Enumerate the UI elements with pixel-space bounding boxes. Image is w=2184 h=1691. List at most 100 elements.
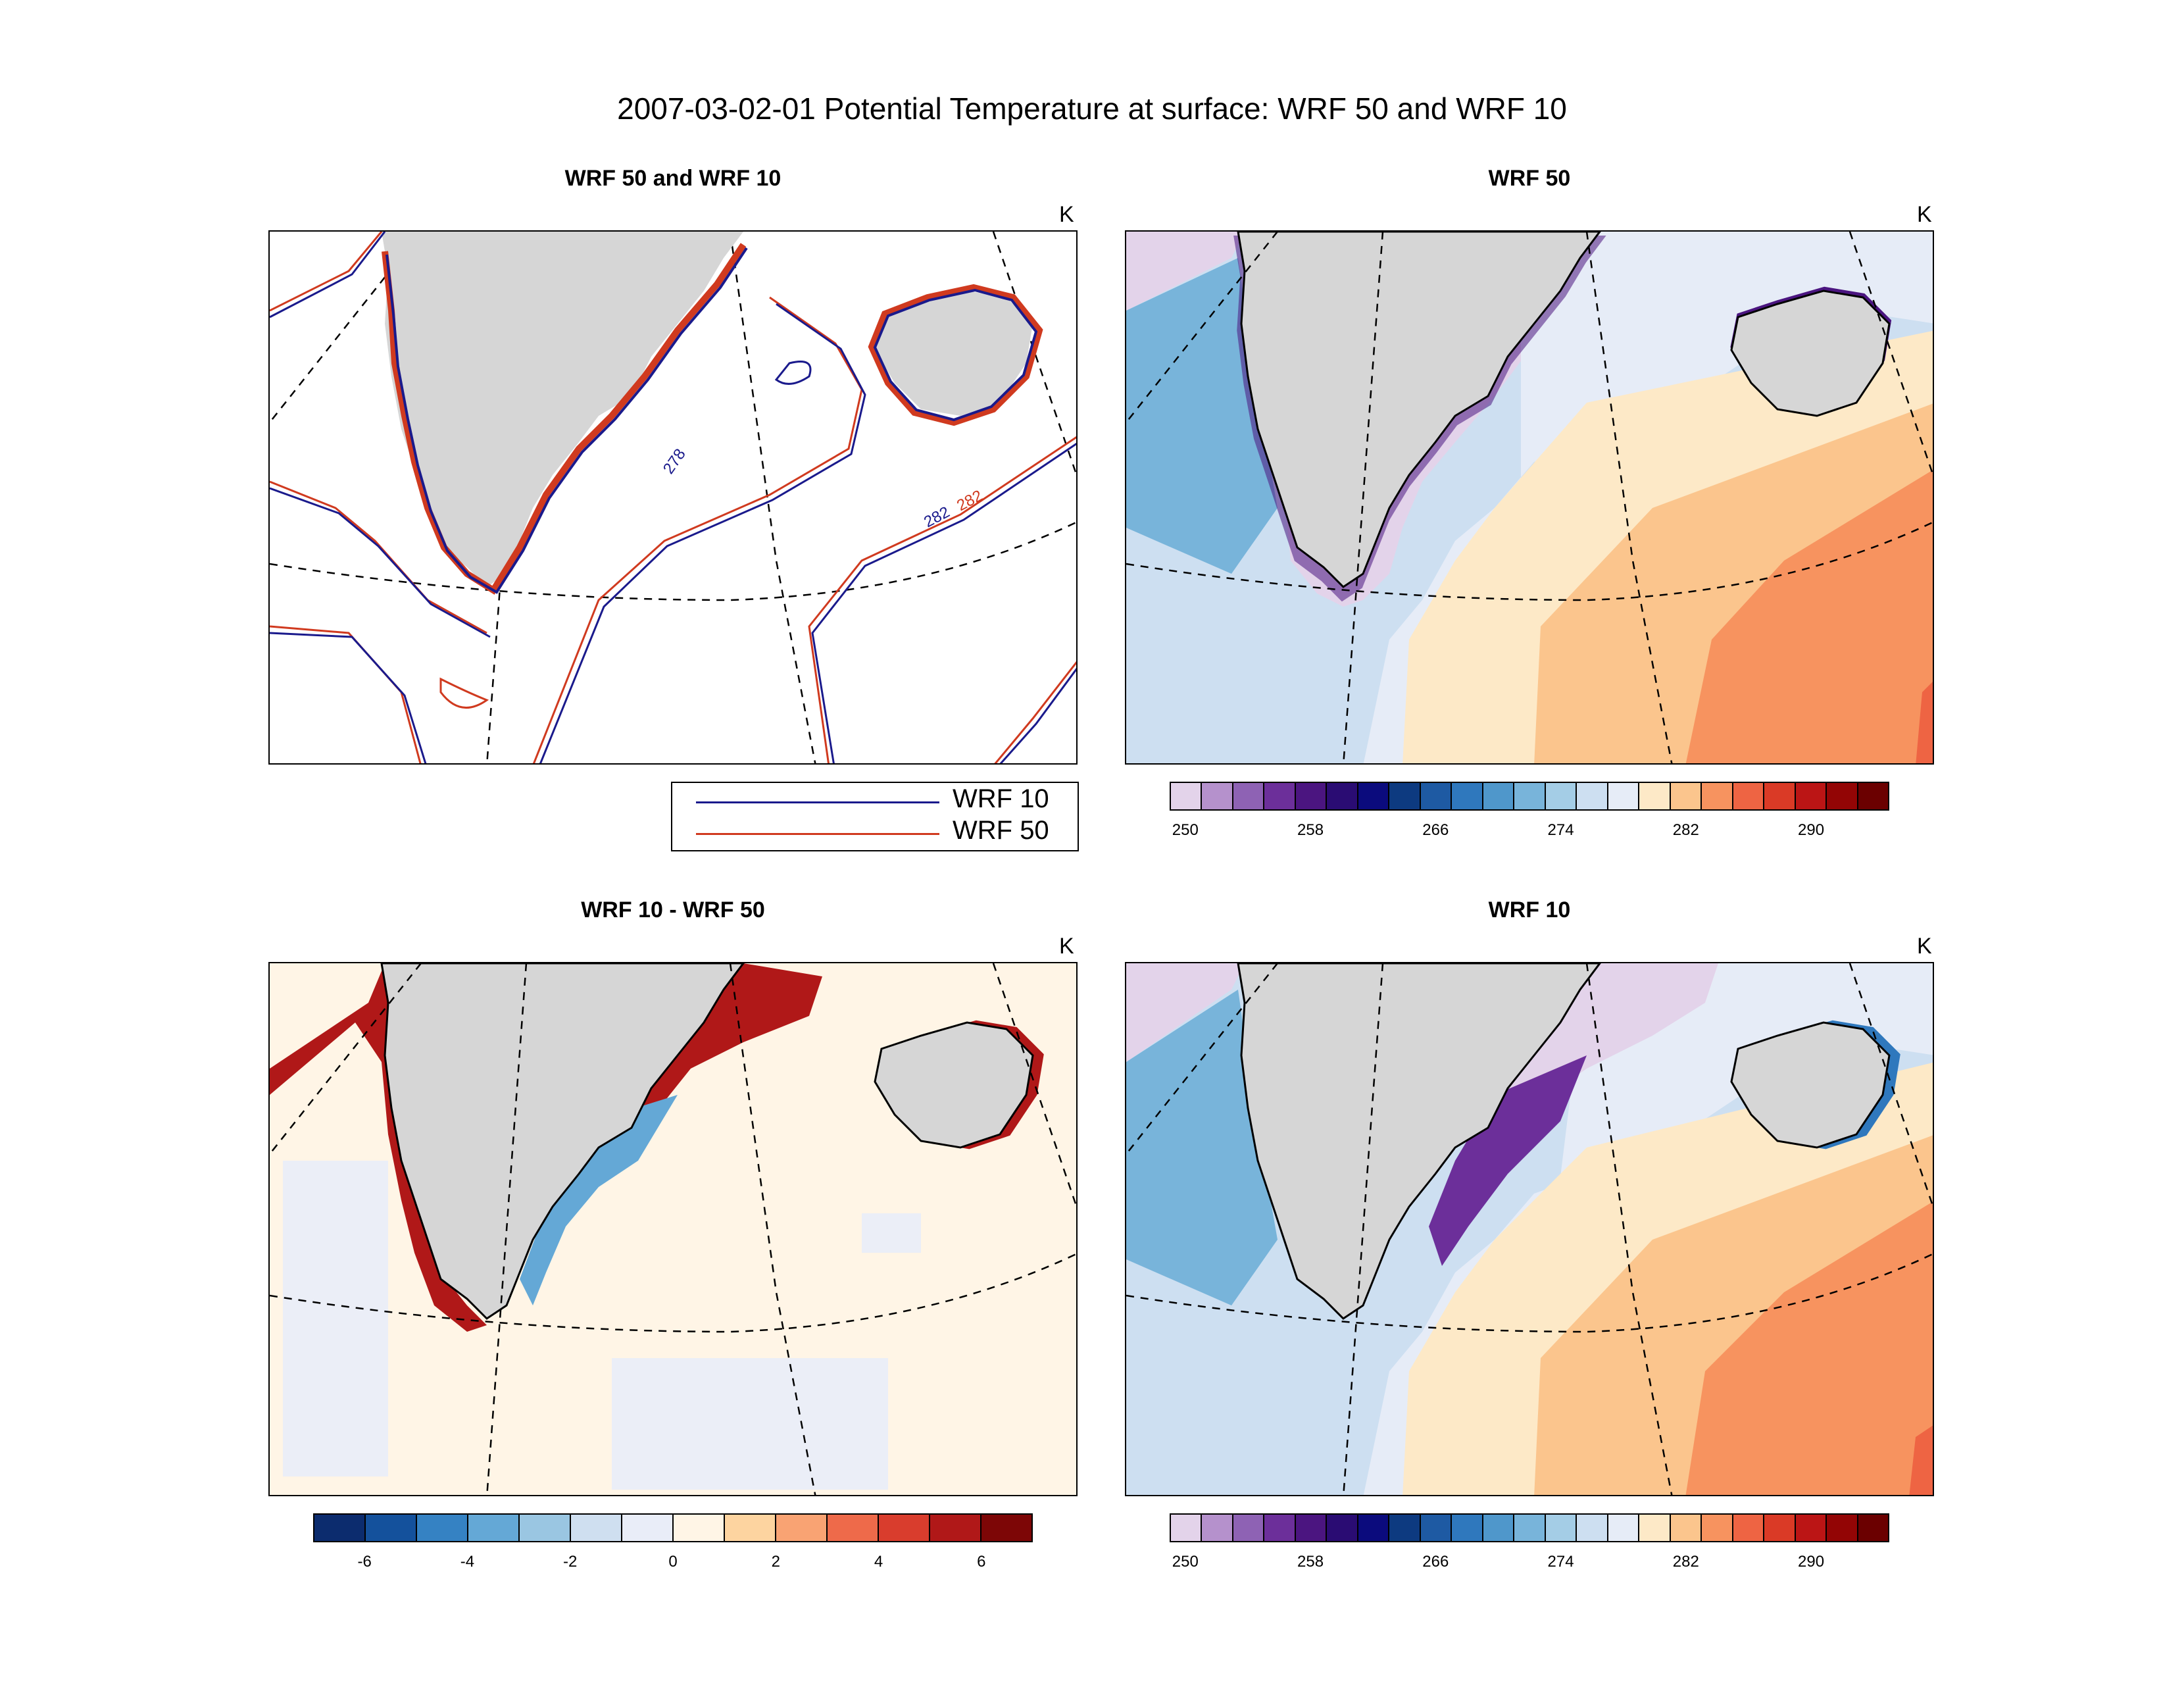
unit-label-wrf10: K (1917, 934, 1932, 959)
colorbar-swatch (1764, 1515, 1796, 1541)
colorbar-swatch (1202, 783, 1233, 809)
colorbar-tick-label: 0 (668, 1553, 678, 1571)
colorbar-swatch (1577, 1515, 1608, 1541)
colorbar-swatch (1733, 783, 1765, 809)
colorbar-swatch (725, 1515, 776, 1541)
unit-label-wrf50: K (1917, 202, 1932, 227)
colorbar-tick-label: -2 (563, 1553, 578, 1571)
colorbar-bottom-right-labels: 250 258 266 274 282 290 (1170, 1553, 1889, 1575)
colorbar-swatch (314, 1515, 366, 1541)
colorbar-swatch (1295, 783, 1328, 809)
colorbar-tick-label: 258 (1297, 1553, 1324, 1571)
colorbar-swatch (776, 1515, 828, 1541)
colorbar-swatch (1795, 1515, 1827, 1541)
panel-title-wrf50: WRF 50 (1488, 166, 1571, 191)
colorbar-swatch (1639, 783, 1671, 809)
colorbar-swatch (1483, 1515, 1515, 1541)
legend-item-wrf10: WRF 10 (696, 784, 1064, 815)
map-panel-diff[interactable] (268, 962, 1078, 1496)
colorbar-swatch (1858, 1515, 1889, 1541)
colorbar-swatch (1389, 783, 1421, 809)
colorbar-swatch (1452, 1515, 1483, 1541)
colorbar-swatch (1577, 783, 1608, 809)
colorbar-swatch (1171, 1515, 1203, 1541)
colorbar-tick-label: -6 (357, 1553, 372, 1571)
colorbar-swatch (1827, 783, 1858, 809)
colorbar-top-right (1170, 782, 1889, 811)
colorbar-swatch (1545, 1515, 1577, 1541)
colorbar-swatch (1608, 783, 1640, 809)
panel-title-diff: WRF 10 - WRF 50 (581, 897, 765, 922)
colorbar-tick-label: 282 (1672, 1553, 1699, 1571)
colorbar-tick-label: 4 (874, 1553, 883, 1571)
colorbar-swatch (879, 1515, 930, 1541)
colorbar-swatch (828, 1515, 879, 1541)
legend-label-wrf50: WRF 50 (953, 816, 1049, 845)
colorbar-swatch (1264, 783, 1296, 809)
unit-label-overlay: K (1059, 202, 1074, 227)
colorbar-swatch (930, 1515, 981, 1541)
colorbar-swatch (1295, 1515, 1328, 1541)
colorbar-tick-label: 266 (1422, 1553, 1449, 1571)
panel-title-overlay: WRF 50 and WRF 10 (564, 166, 782, 191)
colorbar-swatch (1327, 783, 1358, 809)
legend-label-wrf10: WRF 10 (953, 784, 1049, 813)
colorbar-swatch (674, 1515, 725, 1541)
colorbar-swatch (622, 1515, 674, 1541)
colorbar-swatch (1827, 1515, 1858, 1541)
colorbar-tick-label: 266 (1422, 821, 1449, 839)
colorbar-tick-label: 250 (1172, 1553, 1199, 1571)
colorbar-tick-label: 258 (1297, 821, 1324, 839)
wrf50-map (1126, 232, 1933, 763)
colorbar-swatch (981, 1515, 1031, 1541)
contour-legend: WRF 10 WRF 50 (671, 782, 1079, 851)
colorbar-swatch (520, 1515, 571, 1541)
colorbar-swatch (1327, 1515, 1358, 1541)
colorbar-bottom-left (313, 1513, 1033, 1542)
unit-label-diff: K (1059, 934, 1074, 959)
colorbar-swatch (571, 1515, 622, 1541)
colorbar-swatch (1545, 783, 1577, 809)
colorbar-swatch (1483, 783, 1515, 809)
colorbar-swatch (1420, 783, 1452, 809)
colorbar-swatch (417, 1515, 468, 1541)
colorbar-swatch (1514, 783, 1546, 809)
colorbar-swatch (366, 1515, 417, 1541)
colorbar-swatch (1858, 783, 1889, 809)
colorbar-swatch (468, 1515, 520, 1541)
panel-title-wrf10: WRF 10 (1488, 897, 1571, 922)
colorbar-tick-label: 282 (1672, 821, 1699, 839)
colorbar-swatch (1670, 783, 1702, 809)
colorbar-bottom-right (1170, 1513, 1889, 1542)
legend-line-wrf50 (696, 833, 939, 835)
figure-title: 2007-03-02-01 Potential Temperature at s… (617, 91, 1567, 126)
colorbar-swatch (1420, 1515, 1452, 1541)
iceland-landmass (875, 291, 1033, 416)
colorbar-swatch (1795, 783, 1827, 809)
difference-map (270, 963, 1076, 1495)
contour-label-282-b: 282 (954, 487, 985, 515)
colorbar-tick-label: 2 (771, 1553, 780, 1571)
colorbar-swatch (1639, 1515, 1671, 1541)
colorbar-tick-label: 290 (1798, 1553, 1825, 1571)
map-panel-wrf10[interactable] (1125, 962, 1934, 1496)
legend-item-wrf50: WRF 50 (696, 816, 1064, 846)
contour-label-278: 278 (660, 445, 689, 477)
colorbar-tick-label: 274 (1547, 1553, 1574, 1571)
colorbar-tick-label: -4 (460, 1553, 475, 1571)
colorbar-tick-label: 274 (1547, 821, 1574, 839)
colorbar-swatch (1514, 1515, 1546, 1541)
colorbar-swatch (1702, 1515, 1733, 1541)
colorbar-swatch (1702, 783, 1733, 809)
colorbar-swatch (1358, 1515, 1390, 1541)
colorbar-swatch (1670, 1515, 1702, 1541)
colorbar-swatch (1171, 783, 1203, 809)
colorbar-tick-label: 6 (977, 1553, 986, 1571)
map-panel-wrf50[interactable] (1125, 230, 1934, 765)
colorbar-swatch (1452, 783, 1483, 809)
greenland-landmass (382, 232, 743, 587)
legend-line-wrf10 (696, 801, 939, 803)
map-panel-overlay[interactable]: 278 282 282 (268, 230, 1078, 765)
colorbar-top-right-labels: 250 258 266 274 282 290 (1170, 821, 1889, 844)
wrf10-contours (270, 232, 1076, 763)
